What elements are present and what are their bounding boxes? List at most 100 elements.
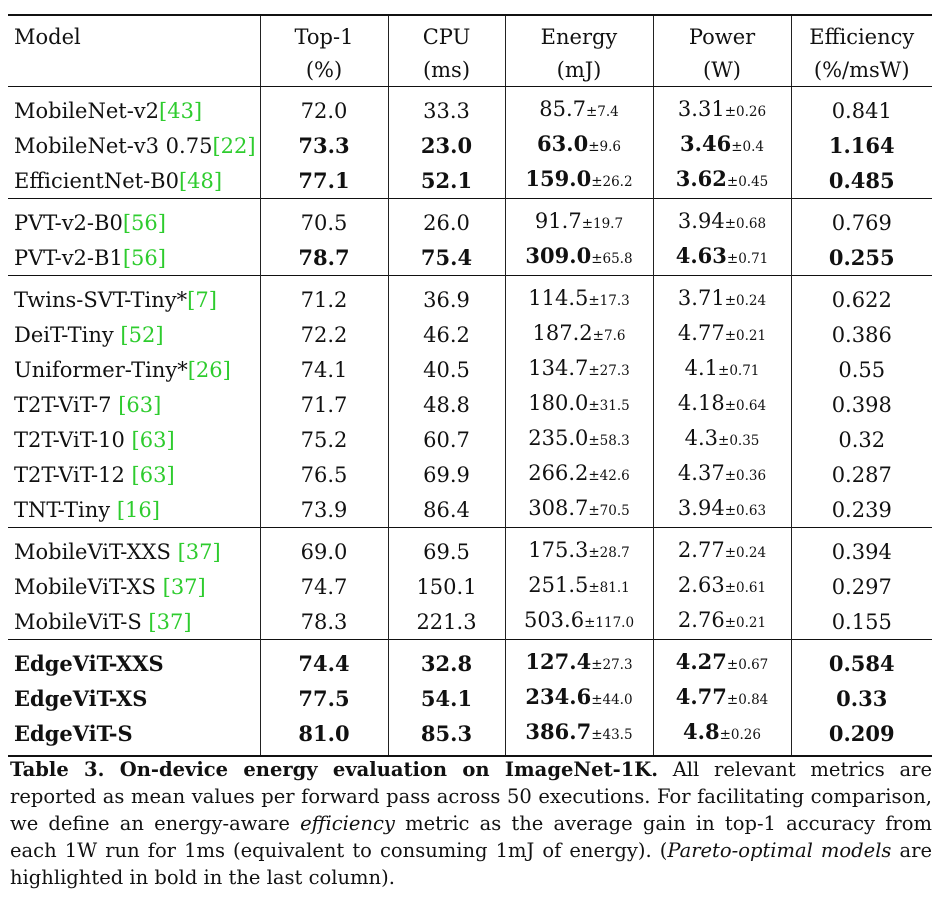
cell-energy-value: 91.7: [534, 209, 582, 233]
cell-top1-value: 77.1: [298, 167, 350, 193]
table-group: Twins-SVT-Tiny*[7] 71.2 36.9 114.5±17.3 3.71…: [8, 275, 932, 528]
cell-model: MobileNet-v2[43]: [8, 87, 260, 129]
cell-top1-value: 74.7: [300, 574, 348, 599]
cell-efficiency-value: 0.33: [836, 685, 888, 711]
cell-power-value: 2.77: [677, 538, 725, 562]
cell-top1: 78.3: [259, 604, 388, 640]
cell-energy-value: 187.2: [532, 321, 593, 345]
cell-energy-value: 235.0: [528, 426, 589, 450]
caption-emphasis-efficiency: efficiency: [300, 812, 395, 835]
header-efficiency: Efficiency: [790, 14, 932, 56]
cell-power-std: ±0.26: [719, 727, 761, 743]
cell-energy-std: ±44.0: [591, 692, 633, 708]
citation-link[interactable]: [52]: [120, 322, 164, 347]
table-row: MobileNet-v3 0.75[22] 73.3 23.0 63.0±9.6 3.4…: [8, 128, 932, 163]
cell-efficiency-value: 0.255: [828, 244, 895, 270]
cell-power: 3.94±0.68: [652, 198, 791, 240]
citation-link[interactable]: [43]: [159, 98, 203, 123]
cell-model: MobileNet-v3 0.75[22]: [8, 128, 260, 163]
cell-efficiency-value: 0.841: [831, 98, 892, 123]
citation-link[interactable]: [56]: [122, 210, 166, 235]
cell-cpu: 150.1: [387, 569, 505, 604]
header-cpu: CPU: [387, 14, 505, 56]
caption-text-3: are highlighted in bold in the last colu…: [10, 839, 932, 889]
cell-cpu-value: 36.9: [423, 287, 470, 312]
table-row: T2T-ViT-12 [63] 76.5 69.9 266.2±42.6 4.37±0.…: [8, 457, 932, 492]
table-row: MobileViT-S [37] 78.3 221.3 503.6±117.0 2.76…: [8, 604, 932, 640]
cell-power: 4.77±0.84: [652, 681, 791, 716]
cell-top1: 81.0: [259, 716, 388, 757]
cell-efficiency-value: 0.297: [831, 574, 892, 599]
cell-efficiency: 0.33: [790, 681, 932, 716]
cell-power-std: ±0.45: [726, 174, 769, 190]
citation-link[interactable]: [63]: [118, 392, 162, 417]
cell-power-value: 4.63: [675, 243, 727, 268]
citation-link[interactable]: [56]: [122, 245, 166, 270]
table-group: EdgeViT-XXS 74.4 32.8 127.4±27.3 4.27±0.67 0.…: [8, 639, 932, 757]
cell-top1-value: 81.0: [298, 720, 350, 746]
cell-cpu-value: 150.1: [416, 574, 477, 599]
cell-power-std: ±0.67: [726, 657, 769, 673]
cell-energy-value: 234.6: [525, 684, 592, 709]
header-cpu-unit: (ms): [387, 56, 505, 87]
cell-cpu: 40.5: [387, 352, 505, 387]
cell-power: 4.1±0.71: [652, 352, 791, 387]
cell-efficiency: 0.584: [790, 639, 932, 681]
cell-cpu-value: 69.9: [423, 462, 470, 487]
model-name: MobileViT-XXS: [14, 539, 178, 564]
cell-power-std: ±0.84: [726, 692, 769, 708]
citation-link[interactable]: [48]: [178, 168, 223, 193]
table-row: MobileViT-XS [37] 74.7 150.1 251.5±81.1 2.63…: [8, 569, 932, 604]
cell-efficiency: 0.398: [790, 387, 932, 422]
cell-energy-std: ±43.5: [591, 727, 633, 743]
citation-link[interactable]: [37]: [177, 539, 221, 564]
cell-power-std: ±0.21: [724, 328, 767, 344]
citation-link[interactable]: [22]: [212, 133, 256, 158]
cell-efficiency-value: 0.622: [831, 287, 892, 312]
cell-top1-value: 75.2: [300, 427, 348, 452]
cell-energy-std: ±27.3: [591, 657, 633, 673]
header-top1-unit: (%): [259, 56, 388, 87]
cell-power-std: ±0.63: [724, 503, 767, 519]
cell-top1: 69.0: [259, 527, 388, 569]
cell-cpu: 32.8: [387, 639, 505, 681]
table-row: PVT-v2-B1[56] 78.7 75.4 309.0±65.8 4.63±0.71…: [8, 240, 932, 276]
model-name: T2T-ViT-10: [14, 427, 132, 452]
energy-results-table: Model Top-1 CPU Energy Power Efficiency …: [8, 14, 932, 757]
citation-link[interactable]: [63]: [131, 427, 175, 452]
cell-top1: 74.1: [259, 352, 388, 387]
cell-energy-value: 85.7: [539, 97, 586, 121]
citation-link[interactable]: [37]: [148, 609, 192, 634]
cell-energy: 386.7±43.5: [504, 716, 653, 757]
cell-top1: 77.1: [259, 163, 388, 199]
cell-model: EdgeViT-S: [8, 716, 260, 757]
cell-efficiency: 0.485: [790, 163, 932, 199]
cell-model: MobileViT-S [37]: [8, 604, 260, 640]
cell-cpu-value: 32.8: [420, 650, 473, 676]
cell-energy-std: ±81.1: [588, 580, 630, 596]
cell-cpu: 46.2: [387, 317, 505, 352]
cell-model: T2T-ViT-12 [63]: [8, 457, 260, 492]
cell-cpu: 85.3: [387, 716, 505, 757]
citation-link[interactable]: [37]: [162, 574, 206, 599]
cell-energy-value: 134.7: [528, 356, 589, 380]
model-name: T2T-ViT-7: [14, 392, 119, 417]
caption-text-2: metric as the average gain in top-1 accu…: [10, 812, 932, 862]
citation-link[interactable]: [26]: [187, 357, 231, 382]
table-caption: Table 3. On-device energy evaluation on …: [10, 756, 932, 891]
cell-cpu-value: 48.8: [423, 392, 470, 417]
cell-energy: 187.2±7.6: [504, 317, 653, 352]
model-name: TNT-Tiny: [14, 497, 117, 522]
cell-energy-value: 386.7: [525, 719, 592, 744]
cell-efficiency: 0.255: [790, 240, 932, 276]
table-row: MobileViT-XXS [37] 69.0 69.5 175.3±28.7 2.77…: [8, 527, 932, 569]
cell-efficiency: 0.239: [790, 492, 932, 528]
cell-efficiency-value: 1.164: [828, 132, 895, 158]
cell-model: T2T-ViT-7 [63]: [8, 387, 260, 422]
table-row: PVT-v2-B0[56] 70.5 26.0 91.7±19.7 3.94±0.68 0…: [8, 198, 932, 240]
cell-power: 2.63±0.61: [652, 569, 791, 604]
citation-link[interactable]: [16]: [116, 497, 160, 522]
cell-energy-std: ±17.3: [588, 293, 630, 309]
citation-link[interactable]: [63]: [131, 462, 175, 487]
citation-link[interactable]: [7]: [187, 287, 217, 312]
